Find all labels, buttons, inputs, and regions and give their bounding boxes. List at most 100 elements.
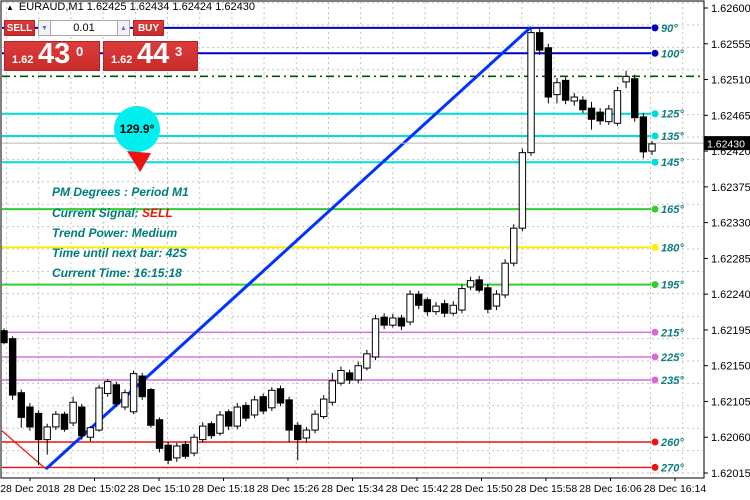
price-axis-label: 1.62375 xyxy=(711,182,750,194)
candle-body-bull xyxy=(371,318,380,358)
candle-body-bull xyxy=(613,90,622,124)
candle-body-bull xyxy=(173,445,181,459)
candle-body-bull xyxy=(190,436,198,454)
collapse-arrow-icon[interactable]: ▲ xyxy=(6,2,14,12)
buy-price-sup: 3 xyxy=(175,44,183,59)
price-axis-label: 1.62465 xyxy=(711,110,750,122)
candle-body-bull xyxy=(466,280,475,288)
sell-button[interactable]: SELL xyxy=(4,20,35,36)
price-axis-label: 1.62600 xyxy=(711,3,750,15)
gann-dot-135° xyxy=(651,132,659,140)
candle-body-bull xyxy=(622,75,630,83)
candle-body-bull xyxy=(449,304,457,314)
candle-body-bear xyxy=(26,406,34,428)
gann-label-195°: 195° xyxy=(661,280,684,292)
gann-label-260°: 260° xyxy=(660,437,684,449)
annotation-signal-label: Current Signal: xyxy=(52,206,143,220)
candle-body-bull xyxy=(605,108,613,123)
candle-body-bear xyxy=(164,444,172,461)
buy-button[interactable]: BUY xyxy=(133,20,164,36)
candle-body-bear xyxy=(155,419,164,449)
buy-price-box[interactable]: 1.62 44 3 xyxy=(103,38,198,71)
candle-body-bull xyxy=(337,369,345,384)
candle-body-bear xyxy=(345,372,354,381)
candle-body-bull xyxy=(518,152,527,229)
candle-body-bull xyxy=(250,399,259,416)
candle-body-bull xyxy=(354,365,362,381)
symbol-header: ▲ EURAUD,M1 1.62425 1.62434 1.62424 1.62… xyxy=(6,1,255,13)
time-axis-label: 28 Dec 15:50 xyxy=(450,483,513,495)
gann-label-90°: 90° xyxy=(661,23,678,35)
candle-body-bear xyxy=(440,303,449,314)
annotation-period: PM Degrees : Period M1 xyxy=(52,185,189,199)
gann-label-270°: 270° xyxy=(660,462,684,474)
candle-body-bear xyxy=(60,413,69,430)
candle-body-bull xyxy=(570,96,578,102)
candle-body-bear xyxy=(276,388,285,404)
candle-body-bull xyxy=(199,425,207,441)
candle-body-bull xyxy=(121,392,129,408)
gann-dot-225° xyxy=(651,353,659,361)
candle-body-bull xyxy=(86,427,95,438)
candle-body-bear xyxy=(415,293,423,306)
gann-label-165°: 165° xyxy=(661,204,684,216)
symbol-ohlc-text: EURAUD,M1 1.62425 1.62434 1.62424 1.6243… xyxy=(18,1,255,13)
time-axis-label: 28 Dec 15:58 xyxy=(515,483,578,495)
candle-body-bull xyxy=(52,413,60,428)
candle-body-bear xyxy=(631,78,639,119)
annotation-signal: Current Signal: SELL xyxy=(52,206,173,220)
candle-body-bear xyxy=(285,399,293,431)
candle-body-bull xyxy=(95,387,103,431)
candle-body-bear xyxy=(34,412,43,441)
candle-body-bull xyxy=(363,353,371,369)
gann-dot-180° xyxy=(651,243,659,251)
gann-dot-145° xyxy=(651,158,659,166)
candle-body-bear xyxy=(207,423,216,437)
candle-body-bear xyxy=(561,79,570,101)
degrees-balloon: 129.9° xyxy=(114,106,160,152)
gann-label-135°: 135° xyxy=(661,131,684,143)
gann-dot-215° xyxy=(651,328,659,336)
candle-body-bull xyxy=(216,414,224,434)
buy-price-big: 44 xyxy=(137,38,170,70)
candle-body-bull xyxy=(492,293,501,307)
lot-decrease-button[interactable]: ▼ xyxy=(38,20,51,36)
time-axis-label: 28 Dec 15:10 xyxy=(128,483,191,495)
sell-price-box[interactable]: 1.62 43 0 xyxy=(4,38,100,71)
sell-price-sup: 0 xyxy=(76,44,84,59)
time-axis-label: 28 Dec 15:26 xyxy=(257,483,320,495)
gann-label-225°: 225° xyxy=(660,352,684,364)
candle-body-bull xyxy=(432,305,440,313)
gann-label-100°: 100° xyxy=(661,48,684,60)
sell-price-big: 43 xyxy=(38,38,71,70)
candle-body-bear xyxy=(147,389,155,426)
candle-body-bull xyxy=(129,373,138,413)
gann-dot-90° xyxy=(651,24,659,32)
price-axis-label: 1.62285 xyxy=(711,253,750,265)
candle-body-bear xyxy=(78,406,86,437)
candle-body-bull xyxy=(527,32,535,154)
gann-label-235°: 235° xyxy=(660,375,684,387)
gann-dot-125° xyxy=(651,110,659,118)
candle-body-bear xyxy=(397,317,406,327)
one-click-trading-panel: SELL ▼ 0.01 ▲ BUY 1.62 43 0 1.62 44 3 xyxy=(4,20,200,71)
candle-body-bear xyxy=(8,338,17,396)
candle-body-bear xyxy=(639,116,648,153)
time-axis-label: 28 Dec 15:34 xyxy=(321,483,384,495)
lot-increase-button[interactable]: ▲ xyxy=(117,20,130,36)
gann-dot-100° xyxy=(651,49,659,57)
lot-size-field[interactable]: 0.01 xyxy=(51,20,117,36)
price-axis-label: 1.62240 xyxy=(711,289,750,301)
price-axis-label: 1.62105 xyxy=(711,396,750,408)
time-axis-label: 28 Dec 16:06 xyxy=(579,483,642,495)
current-price-badge-text: 1.62430 xyxy=(707,139,745,151)
price-axis-label: 1.62060 xyxy=(711,432,750,444)
trade-prices-row: 1.62 43 0 1.62 44 3 xyxy=(4,38,200,71)
candle-body-bear xyxy=(0,330,8,344)
gann-dot-235° xyxy=(651,376,659,384)
candle-body-bear xyxy=(596,111,604,122)
candle-body-bull xyxy=(648,143,656,152)
price-axis-label: 1.62150 xyxy=(711,361,750,373)
gann-dot-165° xyxy=(651,205,659,213)
